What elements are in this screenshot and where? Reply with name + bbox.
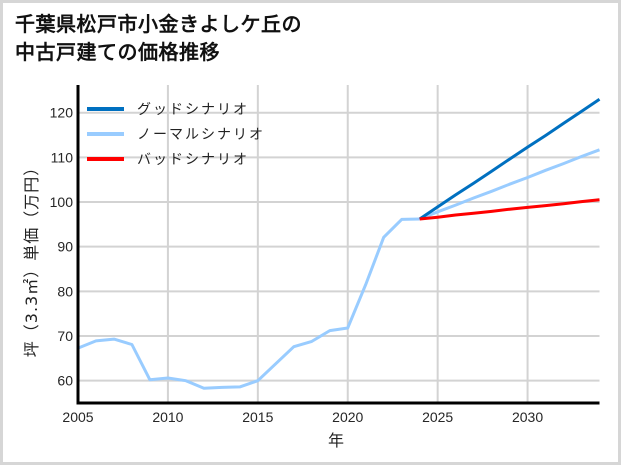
legend-swatch-normal — [87, 131, 124, 136]
y-tick-label: 120 — [50, 105, 74, 121]
y-tick-label: 110 — [51, 149, 74, 165]
y-tick-label: 90 — [57, 239, 73, 255]
x-axis-label: 年 — [327, 431, 345, 450]
y-axis-label: 坪（3.3㎡）単価（万円） — [22, 158, 41, 358]
x-tick-label: 2025 — [422, 409, 453, 425]
legend-label-normal: ノーマルシナリオ — [137, 126, 265, 143]
series-line — [77, 217, 420, 390]
series-line — [419, 148, 601, 221]
legend-item-bad: バッドシナリオ — [87, 146, 265, 171]
series-line — [418, 98, 601, 221]
series-line — [419, 198, 600, 221]
legend-swatch-bad — [87, 156, 124, 161]
legend-swatch-good — [87, 106, 124, 111]
y-tick-label: 80 — [57, 283, 73, 299]
legend-item-good: グッドシナリオ — [87, 96, 265, 121]
chart-title: 千葉県松戸市小金きよしケ丘の 中古戸建ての価格推移 — [15, 10, 302, 66]
x-tick-label: 2030 — [512, 409, 543, 425]
y-tick-label: 100 — [50, 194, 74, 210]
legend-item-normal: ノーマルシナリオ — [87, 121, 265, 146]
x-tick-label: 2015 — [242, 409, 273, 425]
y-tick-label: 60 — [57, 373, 73, 389]
legend-label-bad: バッドシナリオ — [137, 151, 249, 168]
legend-label-good: グッドシナリオ — [137, 101, 249, 118]
chart-title-line-2: 中古戸建ての価格推移 — [15, 40, 220, 64]
legend: グッドシナリオ ノーマルシナリオ バッドシナリオ — [87, 96, 265, 171]
y-tick-label: 70 — [57, 328, 73, 344]
x-tick-label: 2010 — [152, 409, 183, 425]
x-tick-label: 2005 — [62, 409, 93, 425]
chart-title-line-1: 千葉県松戸市小金きよしケ丘の — [15, 12, 302, 36]
x-tick-label: 2020 — [332, 409, 363, 425]
